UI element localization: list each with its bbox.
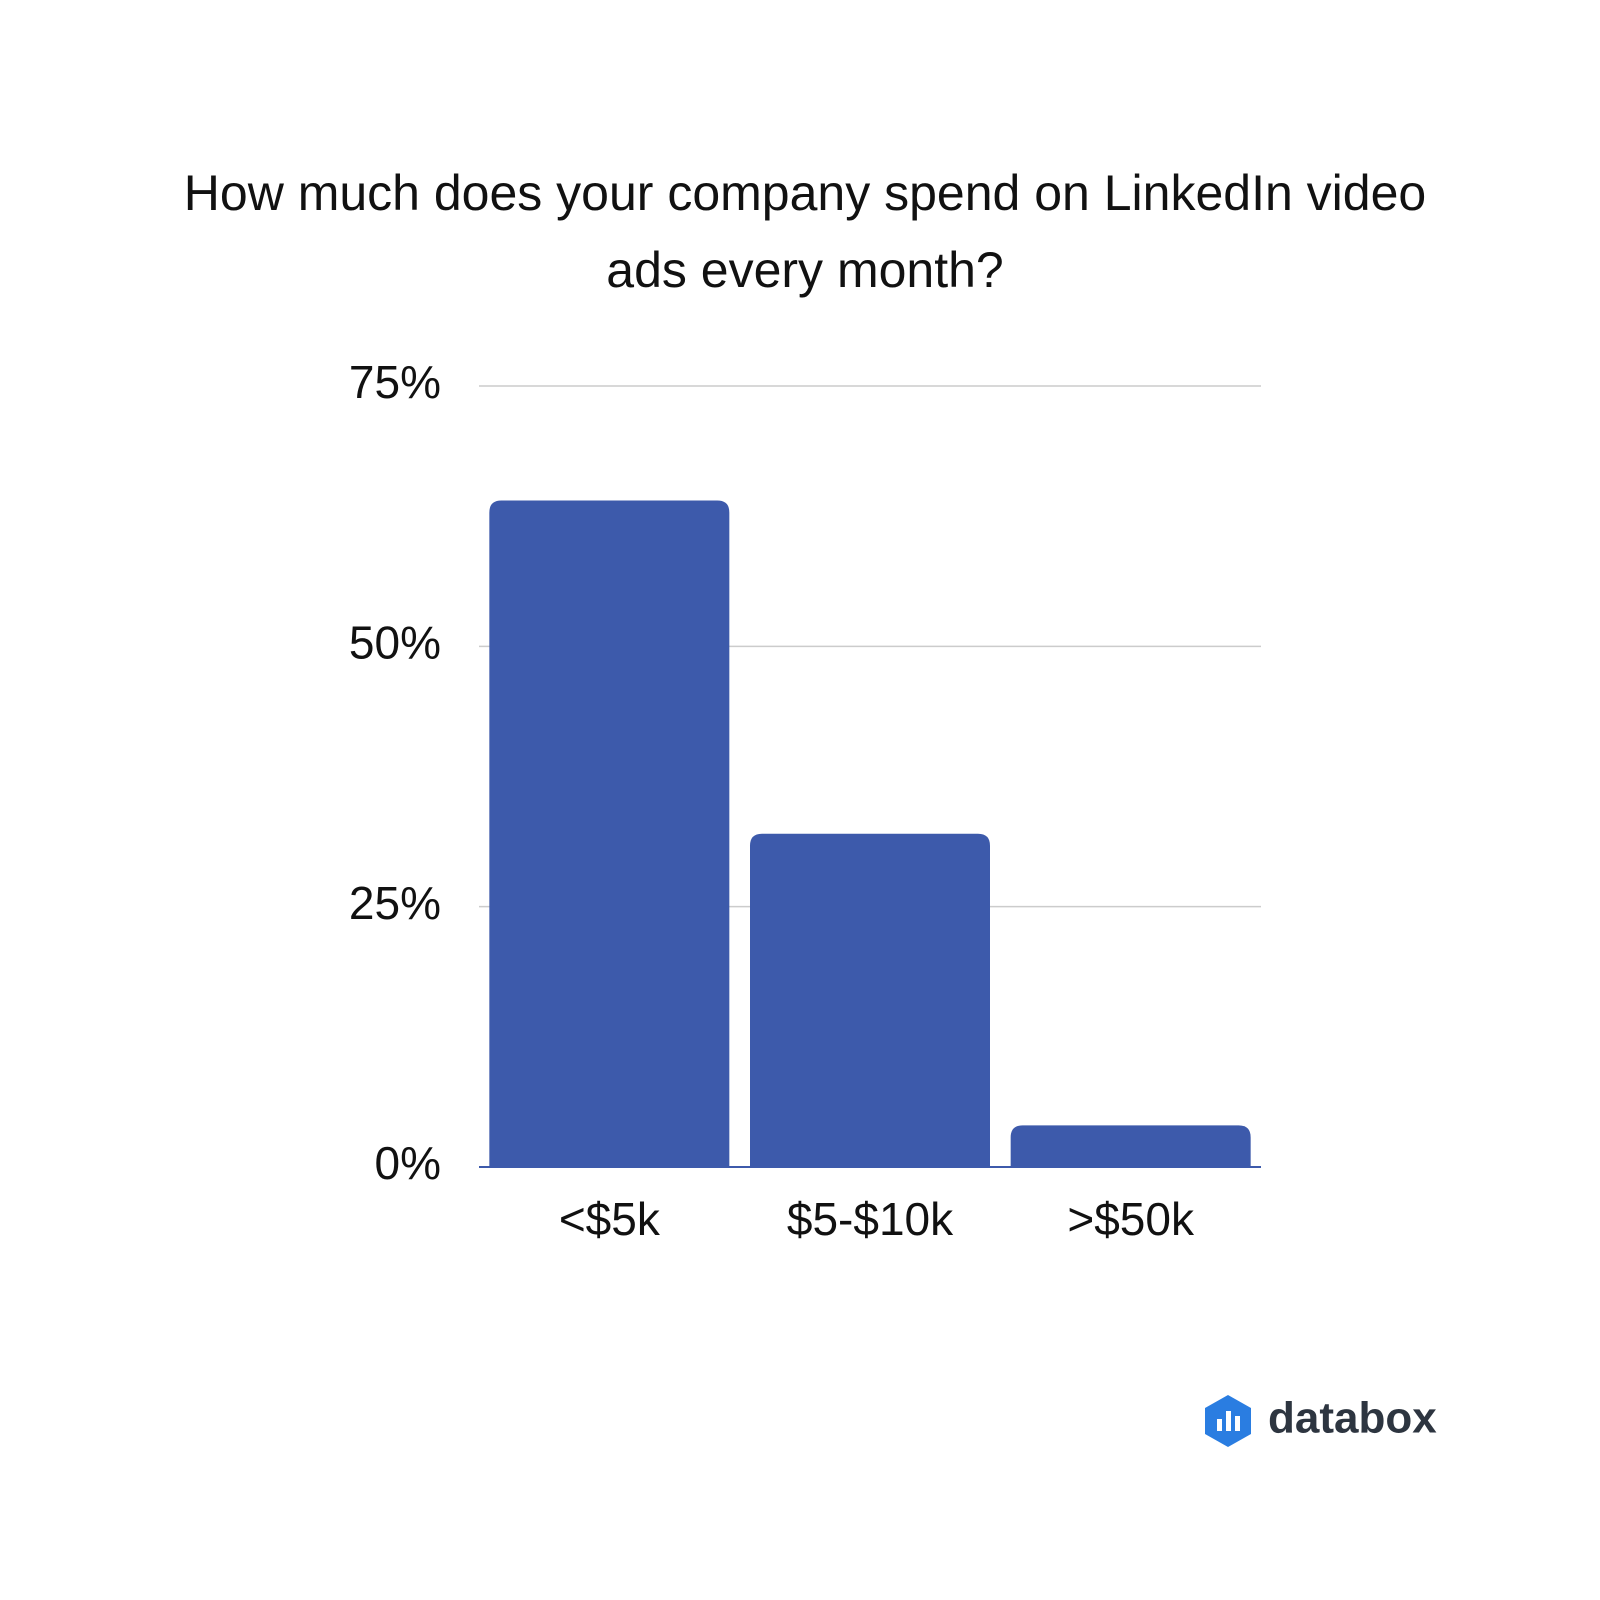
bar: [750, 833, 990, 1167]
bar: [489, 500, 730, 1168]
bar: [1010, 1125, 1251, 1167]
y-tick-label: 50%: [349, 616, 441, 668]
brand-logo: [1205, 1395, 1251, 1447]
brand-name: databox: [1268, 1394, 1437, 1443]
y-tick-label: 0%: [375, 1137, 441, 1189]
x-tick-label: <$5k: [559, 1193, 661, 1245]
y-tick-label: 75%: [349, 356, 441, 408]
y-tick-label: 25%: [349, 877, 441, 929]
chart-title: How much does your company spend on Link…: [183, 165, 1427, 298]
x-tick-label: $5-$10k: [787, 1193, 954, 1245]
x-tick-label: >$50k: [1067, 1193, 1195, 1245]
